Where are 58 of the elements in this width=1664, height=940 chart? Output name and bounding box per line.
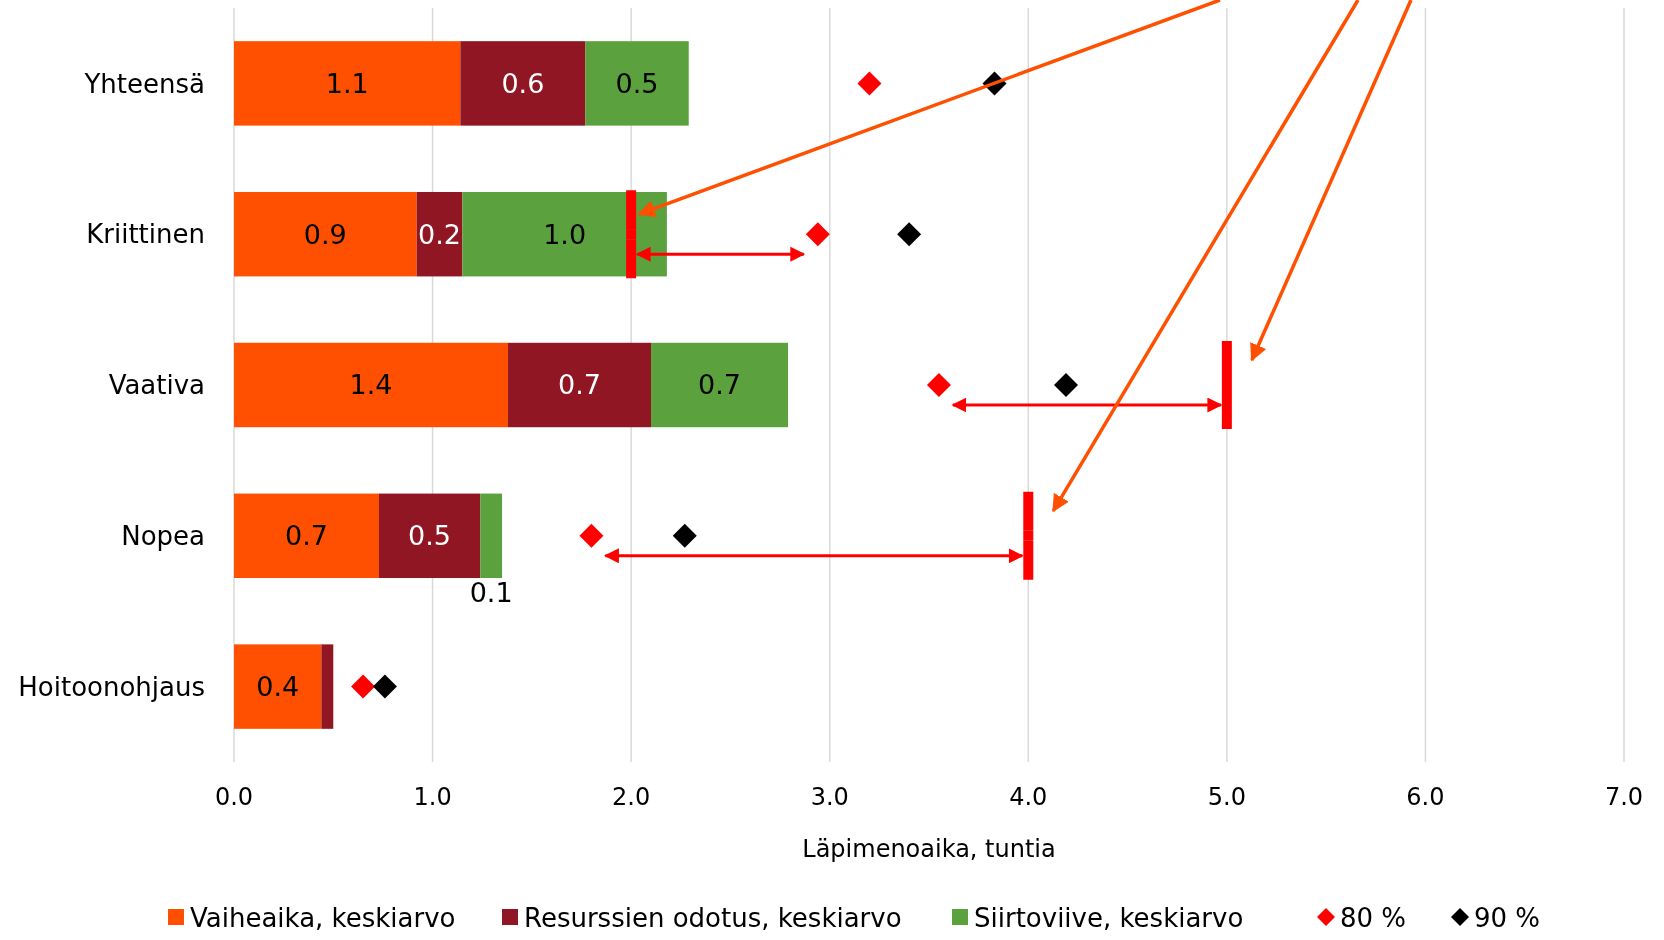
point (1023, 530, 1034, 541)
bar (321, 644, 334, 729)
x-tick-label: 7.0 (1604, 783, 1644, 811)
point (857, 71, 882, 96)
data-label: 0.2 (418, 218, 461, 250)
bar (234, 644, 322, 729)
x-tick-label: 4.0 (1009, 783, 1048, 811)
data-label: 0.1 (469, 577, 513, 609)
bar (234, 41, 461, 126)
legend-label: Vaiheaika, keskiarvo (190, 903, 456, 934)
x-tick-label: 6.0 (1406, 783, 1445, 811)
y-tick-label: Nopea (121, 520, 205, 551)
point (351, 674, 376, 699)
data-label: 1.1 (325, 67, 369, 99)
x-tick-label: 5.0 (1207, 783, 1246, 811)
point (626, 229, 637, 240)
bar (460, 41, 586, 126)
data-label: 0.9 (303, 218, 347, 250)
bar (234, 191, 417, 277)
bar (234, 493, 379, 579)
data-label: 0.7 (558, 369, 601, 401)
data-label: 0.5 (615, 67, 659, 99)
point (372, 674, 397, 699)
bar (651, 342, 789, 428)
data-label: 0.5 (408, 520, 452, 552)
y-tick-label: Kriittinen (86, 219, 205, 250)
bar (462, 191, 667, 277)
y-tick-label: Vaativa (108, 370, 205, 401)
y-tick-label: Yhteensä (83, 68, 205, 99)
point (805, 222, 830, 247)
x-axis-title: Läpimenoaika, tuntia (802, 835, 1056, 863)
data-label: 0.7 (698, 369, 741, 401)
bar (480, 493, 503, 579)
point (897, 222, 922, 247)
legend-label: 80 % (1340, 903, 1407, 934)
point (1221, 380, 1232, 390)
bar (234, 342, 509, 428)
data-label: 0.6 (501, 67, 545, 99)
data-label: 1.0 (543, 218, 587, 250)
legend-label: Siirtoviive, keskiarvo (974, 903, 1244, 934)
point (926, 373, 951, 397)
bar (508, 342, 651, 428)
x-tick-label: 0.0 (214, 783, 254, 811)
data-label: 0.7 (285, 520, 328, 552)
bar (416, 191, 463, 277)
point (1054, 373, 1079, 397)
x-tick-label: 1.0 (413, 783, 452, 811)
y-tick-label: Hoitoonohjaus (18, 671, 205, 702)
x-tick-label: 2.0 (612, 783, 651, 811)
data-label: 0.4 (256, 671, 300, 703)
x-tick-label: 3.0 (810, 783, 849, 811)
bar (378, 493, 481, 579)
point (672, 523, 697, 548)
point (579, 523, 604, 548)
legend-label: Resurssien odotus, keskiarvo (524, 903, 902, 934)
bar (585, 41, 689, 126)
legend-label: 90 % (1474, 903, 1541, 934)
data-label: 1.4 (349, 369, 393, 401)
